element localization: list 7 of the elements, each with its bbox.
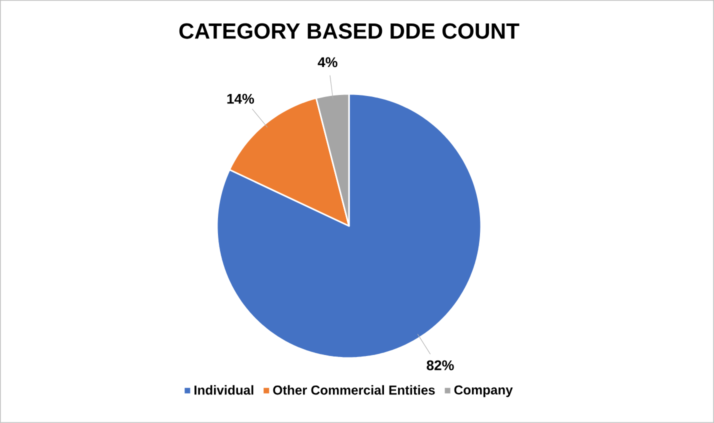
data-label: 4% [318,57,338,68]
chart-title: CATEGORY BASED DDE COUNT [179,23,520,39]
data-label: 82% [426,360,454,370]
data-label: 14% [227,94,254,104]
legend-label: Company [454,385,513,398]
legend-label: Individual [194,385,254,395]
legend-label: Other Commercial Entities [273,385,435,395]
